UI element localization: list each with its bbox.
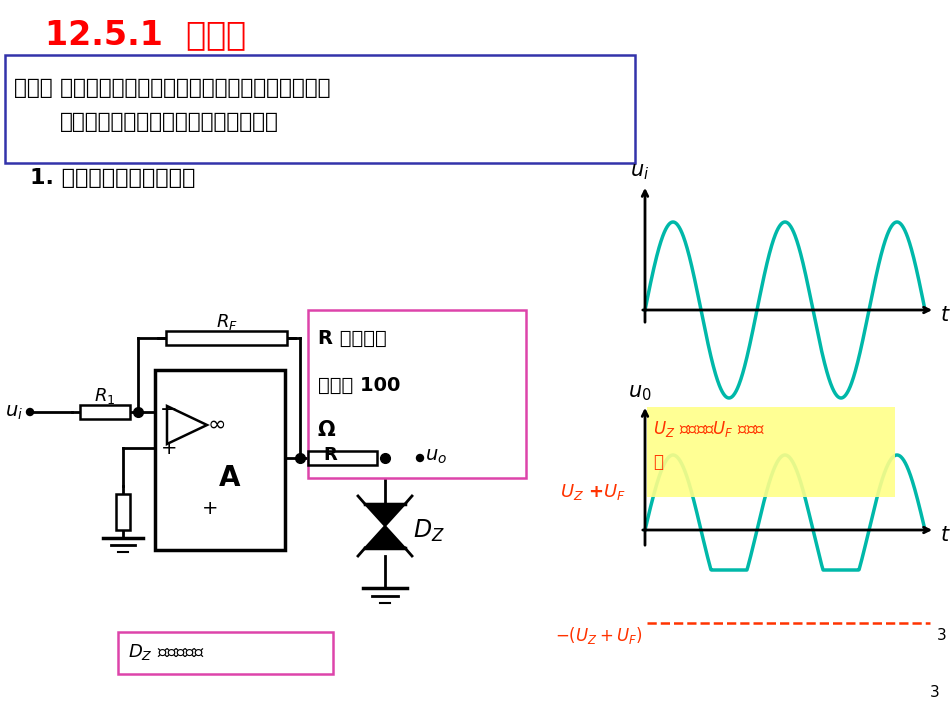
Bar xyxy=(5,55,635,163)
Text: 特点： 电路中的运放处于线性放大状态，但外围电路有: 特点： 电路中的运放处于线性放大状态，但外围电路有 xyxy=(14,78,331,98)
Text: $D_Z$ 双向稳压管: $D_Z$ 双向稳压管 xyxy=(128,642,204,662)
Text: 12.5.1  限幅器: 12.5.1 限幅器 xyxy=(45,19,246,51)
Text: ∞: ∞ xyxy=(208,415,226,435)
Text: $u_0$: $u_0$ xyxy=(628,383,652,403)
Text: $t$: $t$ xyxy=(940,305,950,325)
Text: 3: 3 xyxy=(937,628,947,643)
Text: Ω: Ω xyxy=(318,420,335,440)
Text: $u_i$: $u_i$ xyxy=(5,403,23,421)
Bar xyxy=(308,451,377,465)
Polygon shape xyxy=(167,406,207,444)
Polygon shape xyxy=(365,504,405,526)
Text: −: − xyxy=(161,400,178,420)
Text: 1. 双向稳压管接于输出端: 1. 双向稳压管接于输出端 xyxy=(30,168,196,188)
Text: $t$: $t$ xyxy=(940,525,950,545)
Text: A: A xyxy=(219,464,240,492)
Bar xyxy=(155,370,285,550)
Text: R 限流电阵: R 限流电阵 xyxy=(318,329,387,347)
Text: +: + xyxy=(161,438,178,458)
Bar xyxy=(647,407,895,497)
Text: 3: 3 xyxy=(930,685,940,700)
Bar xyxy=(116,494,130,530)
Text: 一般取 100: 一般取 100 xyxy=(318,376,400,394)
Circle shape xyxy=(27,409,33,416)
Text: $U_Z$ 稳压値，$U_F$ 正向压: $U_Z$ 稳压値，$U_F$ 正向压 xyxy=(653,419,765,439)
Text: $R_F$: $R_F$ xyxy=(216,312,238,332)
Circle shape xyxy=(416,454,424,461)
Bar xyxy=(118,632,333,674)
Text: 非线性元件（二极管、稳压二极管）。: 非线性元件（二极管、稳压二极管）。 xyxy=(60,112,279,132)
Text: $R_1$: $R_1$ xyxy=(94,386,116,406)
Text: $-(U_Z +U_F)$: $-(U_Z +U_F)$ xyxy=(555,625,643,646)
Bar xyxy=(166,331,287,345)
Bar xyxy=(308,310,526,478)
Text: $u_i$: $u_i$ xyxy=(631,162,650,182)
Text: +: + xyxy=(201,498,219,518)
Polygon shape xyxy=(365,526,405,548)
Text: R: R xyxy=(323,446,336,464)
Bar xyxy=(80,405,130,419)
Text: $U_Z$ +$U_F$: $U_Z$ +$U_F$ xyxy=(560,482,626,502)
Text: $u_o$: $u_o$ xyxy=(425,446,447,466)
Text: 降: 降 xyxy=(653,453,663,471)
Text: $D_Z$: $D_Z$ xyxy=(413,518,445,544)
